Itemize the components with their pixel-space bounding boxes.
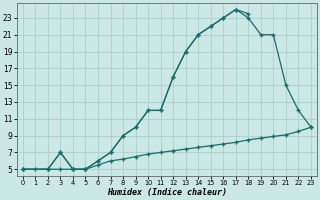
X-axis label: Humidex (Indice chaleur): Humidex (Indice chaleur) <box>107 188 227 197</box>
